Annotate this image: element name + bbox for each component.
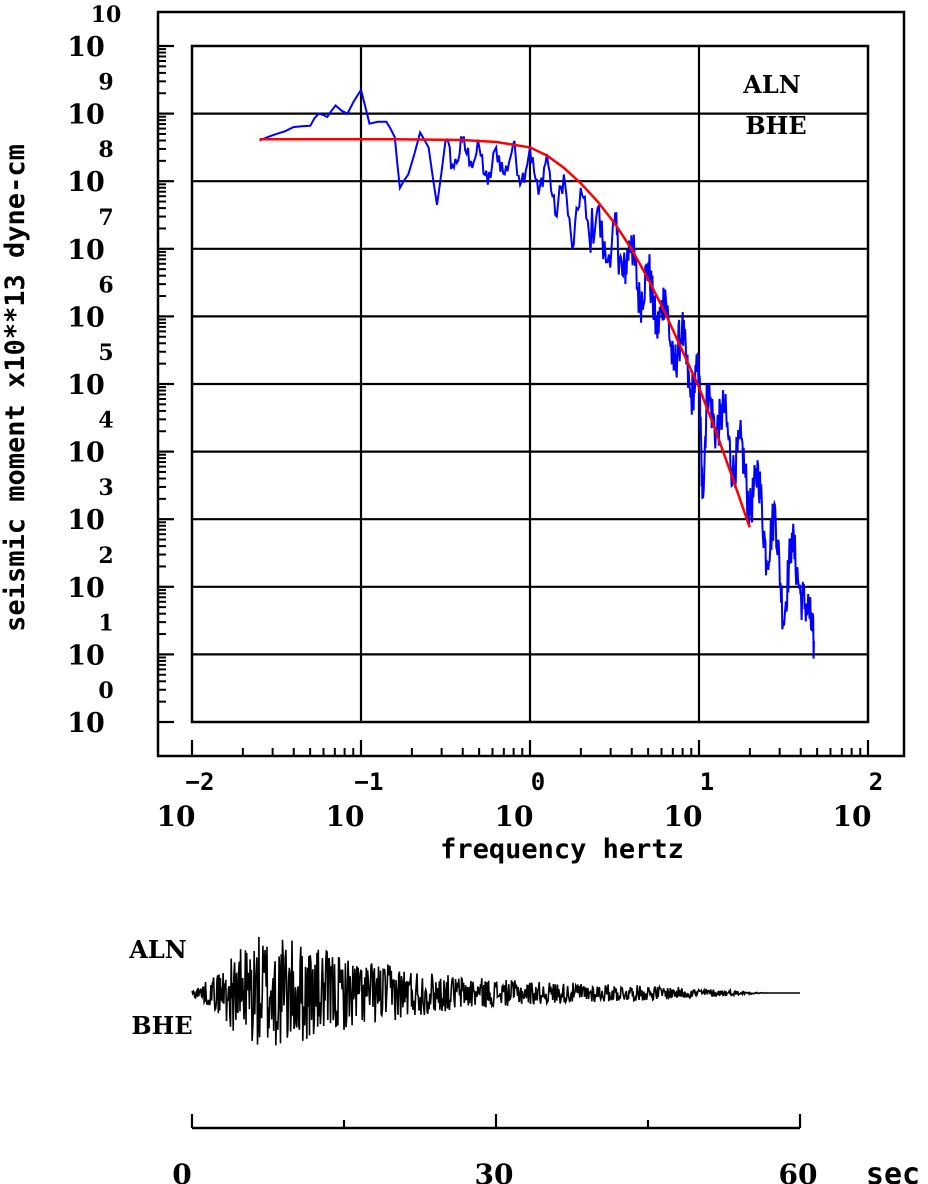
time-axis-labels: 0 30 60 — [172, 1158, 817, 1184]
component-label: BHE — [745, 111, 806, 140]
y-tick-base: 10 — [67, 438, 105, 469]
x-tick-base: 10 — [495, 800, 534, 833]
time-tick-label: 30 — [475, 1158, 514, 1184]
y-ticks — [158, 44, 174, 724]
y-tick-base: 10 — [67, 573, 105, 604]
y-tick-base: 10 — [67, 32, 105, 63]
x-tick-base: 10 — [157, 800, 196, 833]
x-tick-base: 10 — [833, 800, 872, 833]
x-tick-exponent: −2 — [186, 768, 215, 796]
series-seismogram — [191, 936, 800, 1046]
station-label: ALN — [742, 70, 800, 99]
y-tick-exponent: 9 — [98, 70, 113, 96]
x-tick-exponent: −1 — [355, 768, 384, 796]
x-ticks — [190, 740, 870, 756]
y-tick-exponent: 1 — [98, 610, 113, 636]
time-axis-ticks — [190, 1114, 802, 1128]
seismogram-station-label: ALN — [128, 935, 186, 964]
y-tick-base: 10 — [67, 167, 105, 198]
series-model-fit — [259, 138, 751, 528]
series-observed-spectrum — [259, 87, 815, 659]
x-tick-base: 10 — [326, 800, 365, 833]
y-tick-base: 10 — [67, 302, 105, 333]
time-tick-label: 60 — [779, 1158, 818, 1184]
time-tick-label: 0 — [172, 1158, 191, 1184]
y-tick-base: 10 — [67, 708, 105, 739]
y-tick-exponent: 0 — [98, 678, 113, 704]
y-tick-base: 10 — [67, 100, 105, 131]
time-unit-label: sec — [866, 1157, 920, 1184]
x-tick-exponent: 2 — [869, 768, 883, 796]
y-tick-exponent: 4 — [98, 408, 113, 434]
x-tick-labels: −2 10 −1 10 0 10 1 10 2 10 — [157, 768, 884, 833]
y-tick-exponent: 3 — [98, 475, 113, 501]
y-tick-exponent: 5 — [98, 340, 113, 366]
seismogram-component-label: BHE — [131, 1011, 192, 1040]
x-tick-base: 10 — [664, 800, 703, 833]
y-tick-base: 10 — [67, 505, 105, 536]
y-tick-base: 10 — [67, 370, 105, 401]
y-tick-exponent: 8 — [98, 137, 113, 163]
y-axis-title: seismic moment x10**13 dyne-cm — [0, 144, 31, 632]
y-tick-labels: 10 10 10 9 10 8 10 7 10 6 10 5 10 4 10 3 10 2 10 1 10 0 — [67, 2, 121, 739]
x-axis-title: frequency hertz — [440, 834, 684, 865]
x-tick-exponent: 1 — [700, 768, 714, 796]
y-tick-base: 10 — [67, 640, 105, 671]
y-tick-exponent: 6 — [98, 272, 113, 298]
y-tick-exponent: 7 — [98, 205, 113, 231]
seismogram-plot: ALN BHE 0 30 60 sec — [128, 935, 920, 1184]
y-tick-base: 10 — [67, 235, 105, 266]
x-tick-exponent: 0 — [531, 768, 545, 796]
y-tick-exponent: 10 — [91, 2, 122, 28]
y-tick-exponent: 2 — [98, 543, 113, 569]
